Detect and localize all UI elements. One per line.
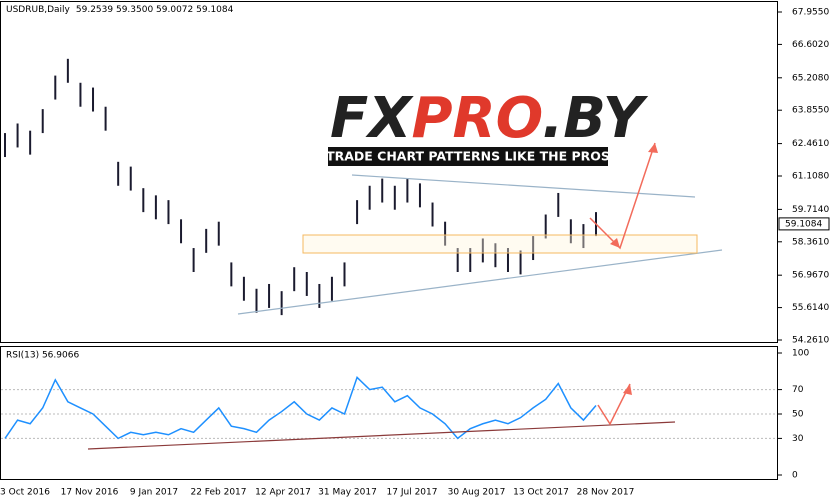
x-tick-label: 17 Jul 2017 [387, 488, 438, 498]
x-tick-label: 3 Oct 2016 [0, 488, 50, 498]
y-tick-label: 66.6020 [792, 40, 829, 50]
watermark-logo: FXPRO.BY [330, 86, 649, 151]
x-tick-label: 22 Feb 2017 [190, 488, 246, 498]
tagline-bg [328, 147, 608, 166]
y-tick-label: 61.1080 [792, 172, 829, 182]
price-label-bg [778, 217, 830, 231]
arrow-head [610, 238, 620, 248]
trendline [237, 249, 723, 315]
y-tick-label: 54.2610 [792, 336, 829, 346]
y-tick-label: 55.6140 [792, 303, 829, 313]
y-tick-label: 100 [792, 349, 809, 359]
x-tick-label: 12 Apr 2017 [255, 488, 311, 498]
main-title: USDRUB,Daily 59.2539 59.3500 59.0072 59.1… [6, 5, 234, 15]
rsi-line [4, 376, 597, 440]
watermark: FXPRO.BY TRADE CHART PATTERNS LIKE THE P… [326, 86, 649, 166]
zone [302, 234, 698, 254]
y-tick-label: 58.3610 [792, 237, 829, 247]
rsi-trendline [87, 421, 676, 450]
y-tick-label: 50 [792, 410, 804, 420]
x-tick-label: 13 Oct 2017 [513, 488, 569, 498]
arrow-head [648, 143, 658, 153]
main-frame [0, 1, 778, 343]
y-tick-label: 56.9670 [792, 271, 829, 281]
rsi-title: RSI(13) 56.9066 [6, 351, 79, 361]
y-tick-label: 59.7140 [792, 205, 829, 215]
x-tick-label: 28 Nov 2017 [577, 488, 635, 498]
last-price-label: 59.1084 [785, 219, 822, 229]
x-tick-label: 30 Aug 2017 [448, 488, 506, 498]
y-tick-label: 65.2080 [792, 73, 829, 83]
y-tick-label: 0 [792, 471, 798, 481]
x-tick-label: 31 May 2017 [318, 488, 377, 498]
y-tick-label: 67.9550 [792, 8, 829, 18]
rsi-frame [0, 346, 778, 480]
y-tick-label: 70 [792, 385, 804, 395]
annotations [87, 142, 723, 450]
arrow-head [623, 384, 632, 395]
y-tick-label: 63.8550 [792, 106, 829, 116]
y-tick-label: 62.4610 [792, 139, 829, 149]
arrow [597, 383, 631, 426]
tagline: TRADE CHART PATTERNS LIKE THE PROS [326, 149, 610, 164]
x-tick-label: 9 Jan 2017 [130, 488, 178, 498]
y-tick-label: 30 [792, 434, 804, 444]
x-tick-label: 17 Nov 2016 [61, 488, 119, 498]
